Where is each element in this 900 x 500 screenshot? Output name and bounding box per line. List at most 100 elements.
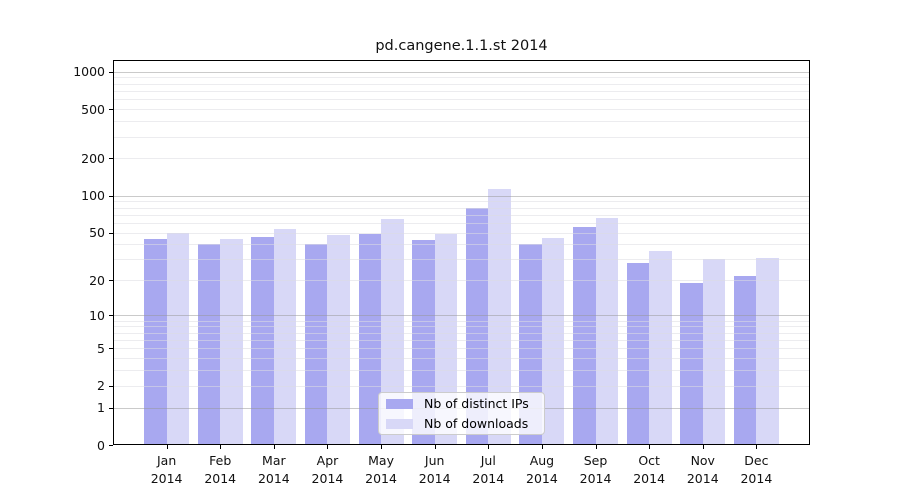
legend-item: Nb of distinct IPs — [386, 396, 536, 411]
gridline-minor — [113, 207, 810, 209]
gridline-minor — [113, 77, 810, 79]
gridline-minor — [113, 320, 810, 322]
gridline-minor — [113, 332, 810, 334]
bar — [327, 234, 350, 445]
gridline-minor — [113, 358, 810, 360]
y-axis-tick-label: 1000 — [73, 64, 105, 80]
x-tick-mark — [595, 445, 597, 449]
bar — [573, 227, 596, 445]
gridline-minor — [113, 339, 810, 341]
x-axis-tick-label: Feb 2014 — [204, 453, 237, 486]
gridline-minor — [113, 280, 810, 282]
y-axis-tick-label: 10 — [89, 307, 105, 323]
legend-label: Nb of distinct IPs — [424, 396, 529, 411]
y-tick-mark — [109, 109, 113, 111]
bar — [166, 232, 190, 445]
gridline-minor — [113, 99, 810, 101]
legend-label: Nb of downloads — [424, 416, 529, 431]
x-tick-mark — [166, 445, 168, 449]
bar — [756, 257, 779, 445]
gridline-minor — [113, 326, 810, 328]
gridline-minor — [113, 136, 810, 138]
y-axis-tick-label: 5 — [97, 340, 105, 356]
gridline-minor — [113, 348, 810, 350]
x-tick-mark — [541, 445, 543, 449]
x-axis-tick-label: Mar 2014 — [257, 453, 290, 486]
gridline-minor — [113, 244, 810, 246]
gridline-major — [113, 315, 810, 317]
x-axis-tick-label: May 2014 — [365, 453, 397, 486]
x-tick-mark — [649, 445, 651, 449]
y-axis-tick-label: 500 — [81, 101, 105, 117]
x-tick-mark — [327, 445, 329, 449]
y-tick-mark — [109, 158, 113, 160]
gridline-major — [113, 71, 810, 73]
x-axis-tick-label: Sep 2014 — [579, 453, 612, 486]
gridline-minor — [113, 214, 810, 216]
x-tick-mark — [273, 445, 275, 449]
y-axis-tick-label: 100 — [81, 188, 105, 204]
bar — [626, 263, 650, 445]
bar — [488, 189, 511, 445]
x-tick-mark — [756, 445, 758, 449]
x-axis-tick-label: Aug 2014 — [526, 453, 558, 486]
x-axis-tick-label: Dec 2014 — [740, 453, 773, 486]
bar — [595, 217, 619, 445]
y-tick-mark — [109, 348, 113, 350]
legend-swatch — [386, 418, 413, 429]
y-tick-mark — [109, 280, 113, 282]
gridline-minor — [113, 370, 810, 372]
x-axis-tick-label: Nov 2014 — [686, 453, 719, 486]
gridline-minor — [113, 83, 810, 85]
bar — [220, 239, 243, 445]
x-axis-tick-label: Oct 2014 — [633, 453, 666, 486]
y-axis-tick-label: 200 — [81, 150, 105, 166]
bar — [680, 283, 703, 445]
legend-swatch — [386, 398, 413, 409]
x-axis-tick-label: Jul 2014 — [472, 453, 505, 486]
y-tick-mark — [109, 385, 113, 387]
x-axis-tick-label: Apr 2014 — [311, 453, 344, 486]
bar — [251, 236, 274, 445]
gridline-minor — [113, 259, 810, 261]
x-tick-mark — [220, 445, 222, 449]
bar — [197, 244, 221, 445]
x-axis-tick-label: Jun 2014 — [418, 453, 451, 486]
gridline-major — [113, 195, 810, 197]
bar — [304, 244, 328, 445]
y-tick-mark — [109, 195, 113, 197]
x-tick-mark — [381, 445, 383, 449]
y-axis-tick-label: 0 — [97, 437, 105, 453]
gridline-minor — [113, 385, 810, 387]
y-axis-tick-label: 50 — [89, 225, 105, 240]
y-axis-tick-label: 1 — [97, 400, 105, 416]
bar — [358, 233, 382, 445]
bar — [541, 238, 565, 445]
legend: Nb of distinct IPs Nb of downloads — [378, 392, 545, 435]
chart-title: pd.cangene.1.1.st 2014 — [375, 38, 548, 54]
x-tick-mark — [702, 445, 704, 449]
gridline-minor — [113, 232, 810, 234]
y-tick-mark — [109, 315, 113, 317]
gridline-minor — [113, 222, 810, 224]
bar — [381, 218, 404, 445]
gridline-minor — [113, 201, 810, 203]
bar — [702, 259, 726, 445]
y-axis-tick-label: 20 — [89, 272, 105, 288]
bar — [273, 229, 297, 445]
y-tick-mark — [109, 232, 113, 234]
y-tick-mark — [109, 407, 113, 409]
gridline-minor — [113, 158, 810, 160]
legend-item: Nb of downloads — [386, 416, 536, 431]
y-tick-mark — [109, 71, 113, 73]
gridline-minor — [113, 109, 810, 111]
y-axis-tick-label: 2 — [97, 378, 105, 394]
gridline-minor — [113, 121, 810, 123]
bar — [144, 239, 167, 445]
bar — [733, 275, 757, 445]
gridline-minor — [113, 90, 810, 92]
x-tick-mark — [488, 445, 490, 449]
y-tick-mark — [109, 445, 113, 446]
x-tick-mark — [434, 445, 436, 449]
